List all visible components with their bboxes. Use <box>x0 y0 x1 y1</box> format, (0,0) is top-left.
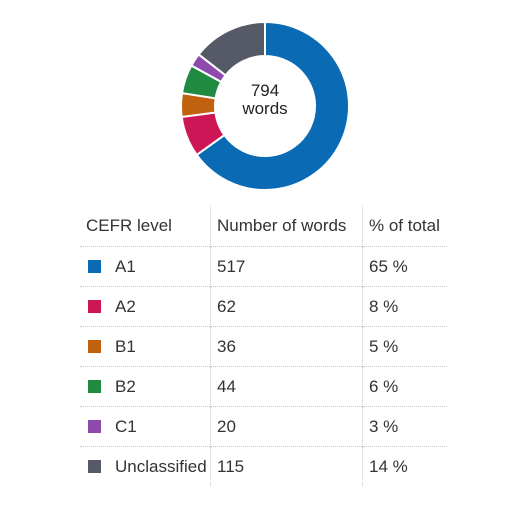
column-header-level: CEFR level <box>86 216 172 235</box>
level-label: A2 <box>115 296 136 316</box>
table-row: A2 62 8 % <box>80 286 447 327</box>
column-header-count: Number of words <box>210 206 363 247</box>
table-row: C1 20 3 % <box>80 406 447 447</box>
donut-slice-a1 <box>195 21 350 191</box>
count-cell: 20 <box>210 406 363 447</box>
percent-cell: 6 % <box>362 366 447 407</box>
level-label: C1 <box>115 416 137 436</box>
percent-cell: 65 % <box>362 246 447 287</box>
level-cell: A1 <box>80 246 211 287</box>
table-row: A1 517 65 % <box>80 246 447 287</box>
donut-center-label: 794 words <box>215 82 315 118</box>
table-row: B2 44 6 % <box>80 366 447 407</box>
count-cell: 62 <box>210 286 363 327</box>
count-cell: 115 <box>210 446 363 486</box>
donut-slice-unclassified <box>197 21 266 77</box>
legend-swatch-icon <box>88 419 101 433</box>
column-header-percent: % of total <box>362 206 447 247</box>
level-cell: B2 <box>80 366 211 407</box>
total-word-count: 794 <box>250 81 280 100</box>
count-cell: 517 <box>210 246 363 287</box>
legend-swatch-icon <box>88 339 101 353</box>
level-label: A1 <box>115 256 136 276</box>
percent-cell: 5 % <box>362 326 447 367</box>
level-label: Unclassified <box>115 456 207 476</box>
level-label: B2 <box>115 376 136 396</box>
count-cell: 36 <box>210 326 363 367</box>
level-label: B1 <box>115 336 136 356</box>
level-cell: B1 <box>80 326 211 367</box>
percent-cell: 8 % <box>362 286 447 327</box>
percent-cell: 14 % <box>362 446 447 486</box>
level-cell: A2 <box>80 286 211 327</box>
table-row: B1 36 5 % <box>80 326 447 367</box>
donut-chart <box>180 21 350 191</box>
legend-swatch-icon <box>88 259 101 273</box>
percent-cell: 3 % <box>362 406 447 447</box>
total-word-unit: words <box>242 99 288 118</box>
cefr-table: CEFR level Number of words % of total A1… <box>80 206 447 486</box>
legend-swatch-icon <box>88 459 101 473</box>
level-cell: C1 <box>80 406 211 447</box>
table-row: Unclassified 115 14 % <box>80 446 447 486</box>
level-cell: Unclassified <box>80 446 211 486</box>
table-header-row: CEFR level Number of words % of total <box>80 206 447 247</box>
legend-swatch-icon <box>88 299 101 313</box>
legend-swatch-icon <box>88 379 101 393</box>
count-cell: 44 <box>210 366 363 407</box>
